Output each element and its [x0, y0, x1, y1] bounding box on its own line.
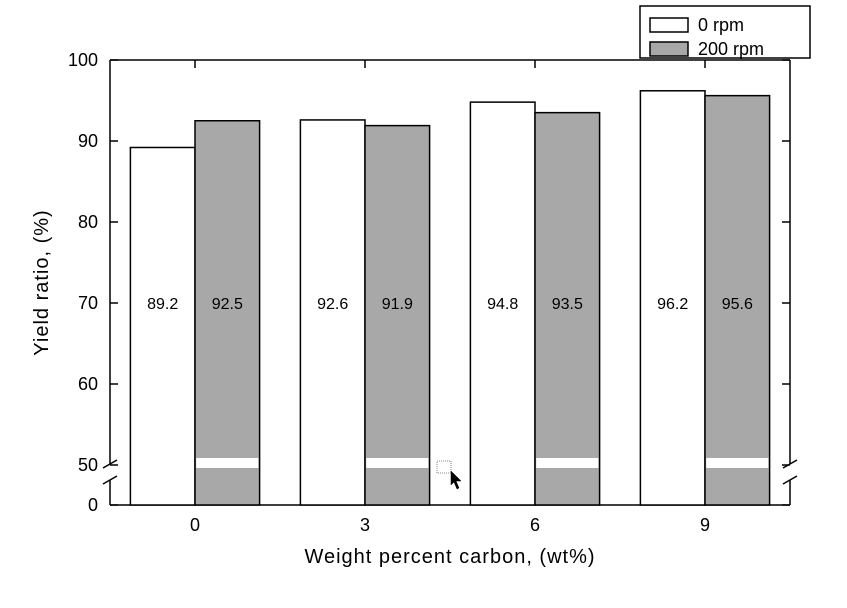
bar-value-label: 93.5 [552, 296, 583, 313]
bar-value-label: 95.6 [722, 296, 753, 313]
y-tick-label: 90 [78, 131, 98, 151]
y-tick-label: 0 [88, 495, 98, 515]
bar-value-label: 91.9 [382, 296, 413, 313]
y-tick-label: 70 [78, 293, 98, 313]
x-tick-label: 6 [530, 515, 540, 535]
cursor-selection-icon [437, 461, 451, 473]
bar-value-label: 89.2 [147, 296, 178, 313]
bar-value-label: 96.2 [657, 296, 688, 313]
y-axis-title: Yield ratio, (%) [31, 209, 53, 355]
y-tick-label: 100 [68, 50, 98, 70]
x-tick-label: 9 [700, 515, 710, 535]
bar-value-label: 94.8 [487, 296, 518, 313]
bar [365, 126, 430, 505]
legend-swatch [650, 18, 688, 32]
bar [130, 147, 195, 505]
y-tick-label: 80 [78, 212, 98, 232]
y-tick-label: 50 [78, 455, 98, 475]
legend-label: 200 rpm [698, 39, 764, 59]
bar-value-label: 92.6 [317, 296, 348, 313]
bar-chart: 0 50 60 70 80 90 100 0 3 6 9 89.2 92.5 92.6 91.9 94.8 93… [0, 0, 847, 608]
bar-value-label: 92.5 [212, 296, 243, 313]
chart-container: 0 50 60 70 80 90 100 0 3 6 9 89.2 92.5 92.6 91.9 94.8 93… [0, 0, 847, 608]
x-axis-title: Weight percent carbon, (wt%) [304, 546, 595, 568]
x-tick-label: 0 [190, 515, 200, 535]
y-tick-label: 60 [78, 374, 98, 394]
legend-swatch [650, 42, 688, 56]
cursor-arrow-icon [451, 471, 461, 489]
legend-label: 0 rpm [698, 15, 744, 35]
x-tick-label: 3 [360, 515, 370, 535]
